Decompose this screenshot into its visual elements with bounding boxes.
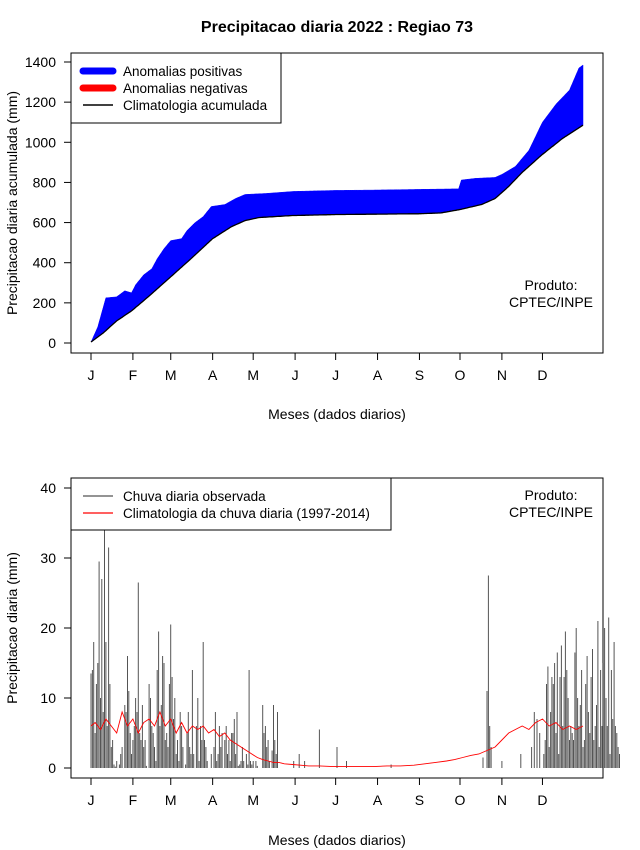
cumulative-legend: Anomalias positivas Anomalias negativas … bbox=[70, 52, 282, 124]
cumulative-x-tick-label: J bbox=[292, 367, 299, 383]
cumulative-y-tick-label: 800 bbox=[33, 174, 57, 190]
daily-y-label: Precipitacao diaria (mm) bbox=[4, 552, 20, 704]
legend-label-observed: Chuva diaria observada bbox=[123, 489, 266, 504]
cumulative-x-tick-label: A bbox=[373, 367, 383, 383]
chart-title: Precipitacao diaria 2022 : Regiao 73 bbox=[201, 19, 473, 36]
daily-y-tick-label: 30 bbox=[40, 550, 56, 566]
daily-y-tick-label: 40 bbox=[40, 480, 56, 496]
daily-x-tick-label: O bbox=[455, 792, 466, 808]
cumulative-x-tick-label: J bbox=[332, 367, 339, 383]
cumulative-x-tick-label: A bbox=[208, 367, 218, 383]
cumulative-y-tick-label: 1200 bbox=[25, 94, 56, 110]
legend-label-daily-climatology: Climatologia da chuva diaria (1997-2014) bbox=[123, 506, 370, 521]
daily-x-tick-label: D bbox=[537, 792, 547, 808]
daily-x-tick-label: J bbox=[292, 792, 299, 808]
daily-y-tick-label: 0 bbox=[48, 760, 56, 776]
daily-x-tick-label: A bbox=[373, 792, 383, 808]
cumulative-data-marks bbox=[90, 64, 584, 343]
daily-x-tick-label: M bbox=[165, 792, 177, 808]
cumulative-y-tick-label: 400 bbox=[33, 255, 57, 271]
daily-x-label: Meses (dados diarios) bbox=[268, 832, 406, 848]
daily-y-axis: 0 10 20 30 40 bbox=[40, 480, 72, 776]
daily-legend: Chuva diaria observada Climatologia da c… bbox=[70, 477, 392, 531]
cumulative-x-tick-label: D bbox=[537, 367, 547, 383]
cumulative-y-label: Precipitacao diaria acumulada (mm) bbox=[4, 91, 20, 315]
climatology-accumulated-line bbox=[90, 124, 584, 343]
daily-x-tick-label: S bbox=[415, 792, 424, 808]
cumulative-y-tick-label: 1400 bbox=[25, 54, 56, 70]
daily-data-marks bbox=[90, 530, 620, 768]
daily-y-tick-label: 10 bbox=[40, 690, 56, 706]
daily-produto-source: CPTEC/INPE bbox=[509, 504, 593, 520]
cumulative-y-tick-label: 600 bbox=[33, 215, 57, 231]
legend-label-negative: Anomalias negativas bbox=[123, 81, 248, 96]
cumulative-x-tick-label: F bbox=[129, 367, 138, 383]
legend-label-climatology: Climatologia acumulada bbox=[123, 98, 268, 113]
cumulative-x-tick-label: M bbox=[247, 367, 259, 383]
daily-y-tick-label: 20 bbox=[40, 620, 56, 636]
cumulative-produto-label: Produto: bbox=[525, 277, 578, 293]
daily-x-tick-label: N bbox=[497, 792, 507, 808]
cumulative-x-tick-label: O bbox=[455, 367, 466, 383]
cumulative-produto-source: CPTEC/INPE bbox=[509, 294, 593, 310]
daily-climatology-line bbox=[90, 710, 584, 768]
cumulative-chart: 0 200 400 600 800 1000 1200 1400 J F M A M J J A S O N D M… bbox=[4, 52, 604, 422]
daily-x-tick-label: A bbox=[208, 792, 218, 808]
daily-x-tick-label: J bbox=[88, 792, 95, 808]
cumulative-y-tick-label: 200 bbox=[33, 295, 57, 311]
legend-label-positive: Anomalias positivas bbox=[123, 64, 243, 79]
cumulative-x-label: Meses (dados diarios) bbox=[268, 406, 406, 422]
daily-x-tick-label: F bbox=[129, 792, 138, 808]
daily-produto-label: Produto: bbox=[525, 487, 578, 503]
cumulative-y-axis: 0 200 400 600 800 1000 1200 1400 bbox=[25, 54, 72, 351]
cumulative-x-tick-label: M bbox=[165, 367, 177, 383]
daily-chart: 0 10 20 30 40 J F M A M J J A S O N D Meses (dados diar… bbox=[4, 477, 620, 848]
cumulative-x-tick-label: N bbox=[497, 367, 507, 383]
daily-legend-box bbox=[70, 477, 392, 531]
cumulative-y-tick-label: 1000 bbox=[25, 134, 56, 150]
daily-x-tick-label: M bbox=[247, 792, 259, 808]
cumulative-y-tick-label: 0 bbox=[48, 335, 56, 351]
cumulative-x-tick-label: S bbox=[415, 367, 424, 383]
daily-x-tick-label: J bbox=[332, 792, 339, 808]
cumulative-x-tick-label: J bbox=[88, 367, 95, 383]
